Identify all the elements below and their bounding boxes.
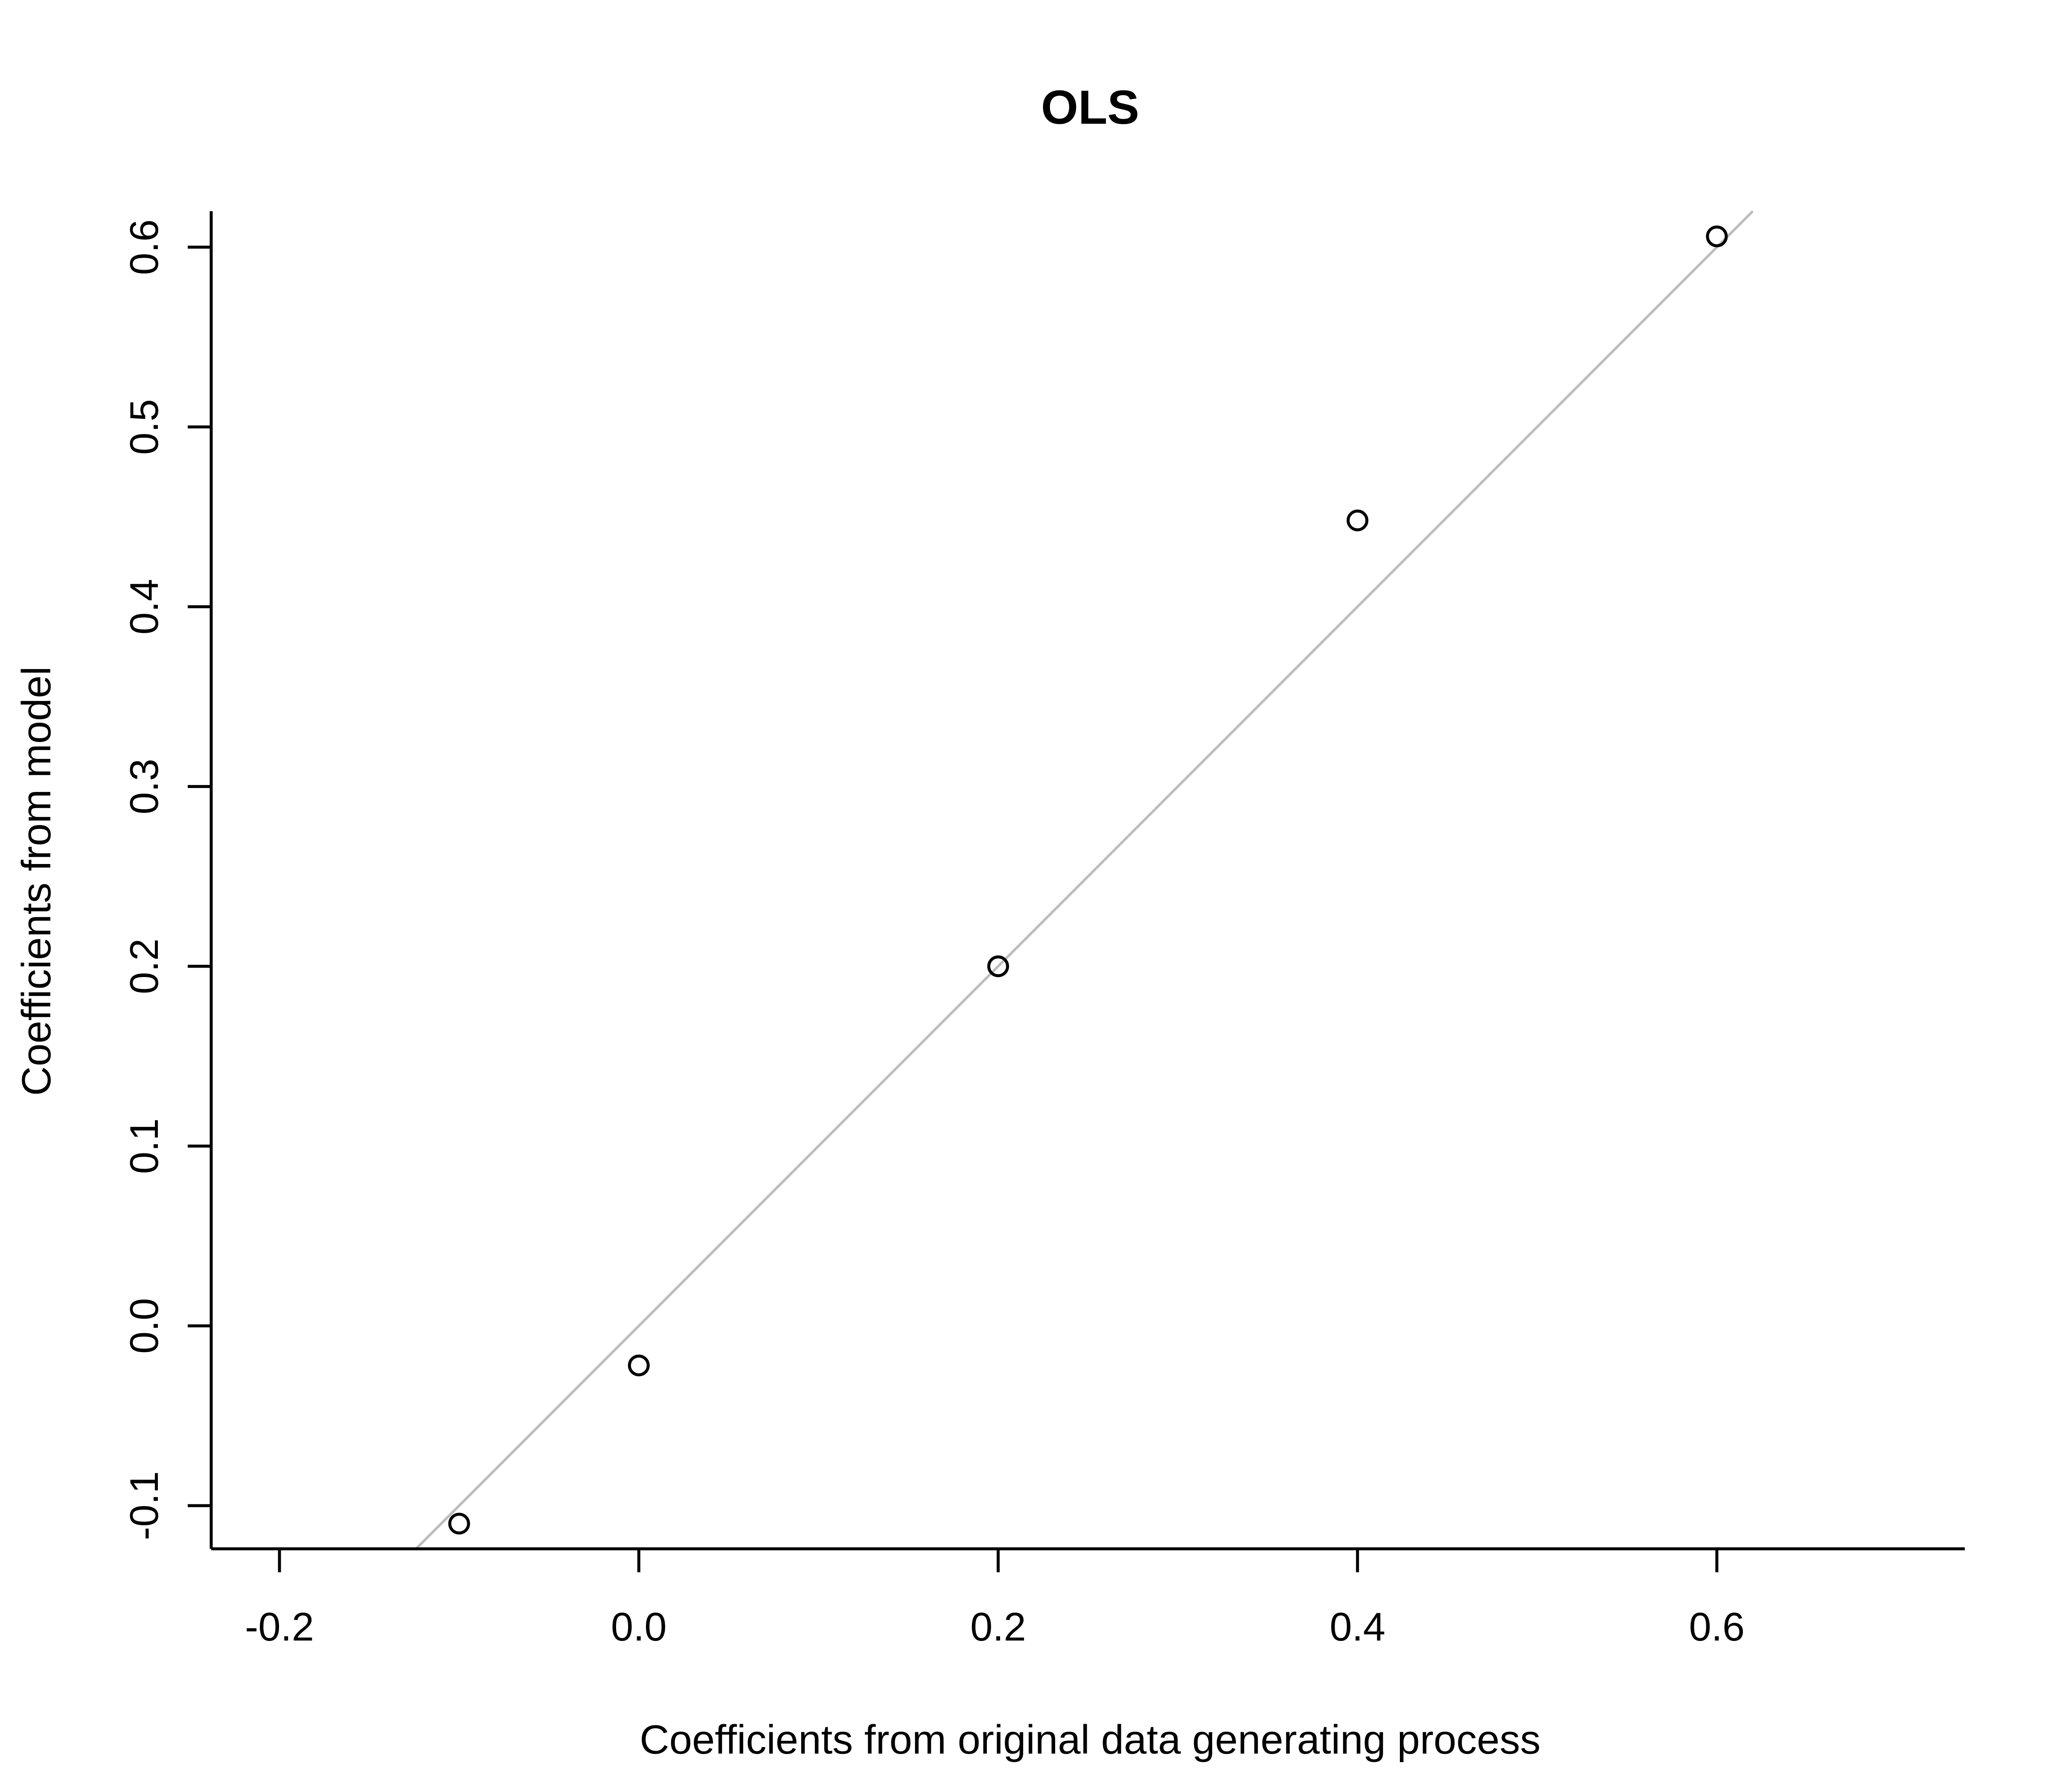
y-axis-ticks: -0.1 0.0 0.1 0.2 0.3 0.4 0.5 0.6	[122, 219, 211, 1540]
y-tick-label-7: 0.5	[122, 399, 166, 455]
x-tick-label-5: 0.6	[1689, 1604, 1745, 1649]
data-point-4	[1347, 509, 1369, 532]
y-tick-label-4: 0.2	[122, 938, 166, 994]
y-axis-label: Coefficients from model	[14, 666, 59, 1096]
x-tick-label-3: 0.2	[970, 1604, 1026, 1649]
y-tick-label-2: 0.0	[122, 1298, 166, 1354]
y-tick-label-3: 0.1	[122, 1118, 166, 1174]
data-point-2	[628, 1354, 650, 1376]
x-tick-label-2: 0.0	[611, 1604, 667, 1649]
data-point-5	[1706, 225, 1728, 247]
x-axis-ticks: -0.2 0.0 0.2 0.4 0.6	[245, 1549, 1745, 1649]
y-tick-label-5: 0.3	[122, 759, 166, 815]
reference-line	[415, 210, 1754, 1550]
x-tick-label-1: -0.2	[245, 1604, 314, 1649]
y-tick-label-6: 0.4	[122, 579, 166, 635]
y-tick-label-8: 0.6	[122, 219, 166, 275]
x-axis-label: Coefficients from original data generati…	[640, 1717, 1540, 1763]
plot-area	[415, 210, 1754, 1550]
chart-title: OLS	[1041, 81, 1139, 134]
data-point-3	[987, 955, 1009, 977]
data-point-1	[448, 1513, 470, 1535]
y-tick-label-1: -0.1	[122, 1471, 166, 1540]
x-tick-label-4: 0.4	[1329, 1604, 1385, 1649]
